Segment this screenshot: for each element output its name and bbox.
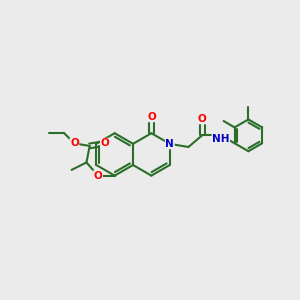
Text: O: O <box>70 138 79 148</box>
Text: N: N <box>165 139 174 149</box>
Text: O: O <box>147 112 156 122</box>
Text: O: O <box>198 114 207 124</box>
Text: NH: NH <box>212 134 230 144</box>
Text: O: O <box>100 138 109 148</box>
Text: O: O <box>94 171 103 181</box>
